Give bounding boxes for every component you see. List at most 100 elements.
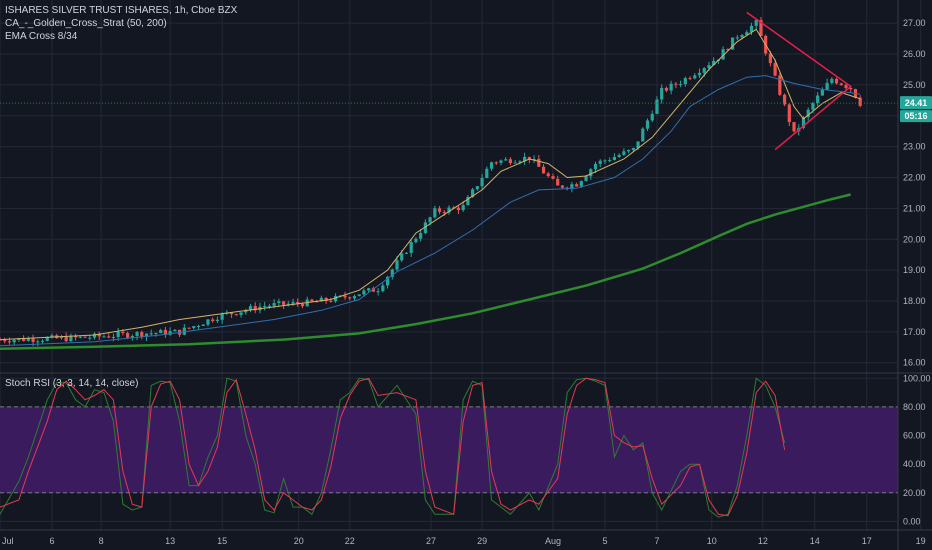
candle-body: [508, 159, 513, 164]
price-tick-label: 22.00: [903, 173, 926, 183]
time-tick-label: 19: [916, 536, 926, 546]
price-tick-label: 21.00: [903, 203, 926, 213]
candle-body: [773, 63, 777, 76]
stoch-tick-label: 40.00: [903, 459, 926, 469]
last-price-tag: 24.41 05:16: [900, 96, 932, 123]
candle-body: [645, 120, 650, 129]
candle-body: [102, 336, 106, 338]
candle-body: [267, 305, 271, 307]
candle-body: [702, 68, 706, 73]
candle-body: [523, 156, 527, 162]
candle-body: [712, 60, 716, 66]
candle-body: [631, 147, 635, 150]
price-tick-label: 16.00: [903, 358, 926, 368]
candle-body: [92, 333, 97, 338]
last-price-value: 24.41: [905, 98, 928, 108]
time-tick-label: 12: [758, 536, 768, 546]
candle-body: [385, 276, 390, 286]
candle-body: [683, 78, 687, 85]
candle-body: [466, 196, 470, 206]
candle-body: [400, 253, 404, 261]
time-tick-label: 6: [49, 536, 54, 546]
candle-body: [697, 72, 702, 76]
candle-body: [343, 295, 347, 298]
indicator-golden-cross[interactable]: CA_-_Golden_Cross_Strat (50, 200): [5, 18, 167, 29]
candle-body: [518, 161, 522, 163]
candle-body: [315, 301, 319, 303]
candle-body: [579, 181, 583, 187]
stoch-d-line: [0, 377, 786, 517]
stoch-k-line: [0, 377, 786, 518]
time-tick-label: 13: [165, 536, 175, 546]
candle-body: [589, 169, 593, 177]
bar-countdown: 05:16: [904, 111, 927, 121]
candle-body: [811, 103, 815, 110]
candle-body: [674, 83, 678, 85]
candle-body: [688, 78, 692, 80]
candle-body: [707, 65, 711, 69]
symbol-title[interactable]: ISHARES SILVER TRUST ISHARES, 1h, Cboe B…: [5, 5, 238, 16]
candle-body: [381, 285, 385, 292]
candle-body: [36, 341, 40, 343]
candle-body: [173, 329, 177, 332]
candle-body: [792, 122, 796, 132]
candle-body: [140, 332, 144, 337]
candle-body: [778, 75, 782, 95]
candle-body: [31, 338, 35, 342]
candle-body: [641, 128, 645, 142]
candle-body: [740, 35, 744, 38]
candle-body: [612, 156, 617, 161]
candle-body: [423, 222, 427, 234]
candle-body: [149, 333, 153, 335]
candle-body: [111, 336, 116, 338]
stoch-tick-label: 100.00: [903, 373, 931, 383]
candle-body: [163, 329, 168, 335]
candle-body: [371, 288, 375, 292]
time-tick-label: 20: [294, 536, 304, 546]
candle-body: [319, 297, 323, 302]
candle-body: [201, 324, 205, 326]
candle-body: [617, 154, 621, 157]
candle-body: [116, 331, 120, 337]
indicator-stoch-rsi[interactable]: Stoch RSI (3, 3, 14, 14, close): [5, 378, 138, 389]
candle-body: [192, 326, 196, 329]
candle-body: [480, 178, 484, 187]
time-tick-label: 5: [602, 536, 607, 546]
candle-body: [333, 295, 338, 302]
candle-body: [239, 312, 243, 315]
candle-body: [97, 333, 101, 337]
candle-body: [560, 185, 565, 188]
stoch-axis[interactable]: 0.00 20.00 40.00 60.00 80.00 100.00: [903, 373, 931, 526]
time-tick-label: 14: [810, 536, 820, 546]
candle-body: [735, 37, 739, 39]
candle-body: [433, 208, 437, 218]
candle-body: [584, 176, 588, 182]
candle-body: [768, 53, 772, 64]
candle-body: [730, 37, 735, 50]
candle-body: [570, 184, 574, 189]
candle-body: [357, 294, 361, 297]
time-tick-label: Aug: [545, 536, 561, 546]
candle-body: [834, 78, 839, 84]
candle-body: [527, 156, 531, 160]
candle-body: [107, 336, 111, 338]
candle-body: [749, 25, 754, 33]
candle-body: [494, 162, 498, 164]
candle-body: [286, 303, 290, 305]
candle-body: [22, 338, 26, 341]
candle-body: [352, 296, 357, 299]
candle-body: [263, 305, 267, 307]
candle-body: [782, 94, 787, 105]
stoch-lines: [0, 377, 786, 518]
candle-body: [627, 149, 631, 152]
candle-body: [310, 299, 314, 302]
time-tick-label: 29: [477, 536, 487, 546]
candle-body: [277, 301, 281, 304]
indicator-ema-cross[interactable]: EMA Cross 8/34: [5, 31, 78, 42]
time-axis[interactable]: Jul 6 8 13 15 20 22 27 29 Aug 5 7 10 12 14 17 19: [2, 536, 926, 546]
candle-body: [537, 158, 541, 167]
candle-body: [485, 168, 489, 179]
candle-body: [291, 302, 295, 304]
time-tick-label: 15: [217, 536, 227, 546]
